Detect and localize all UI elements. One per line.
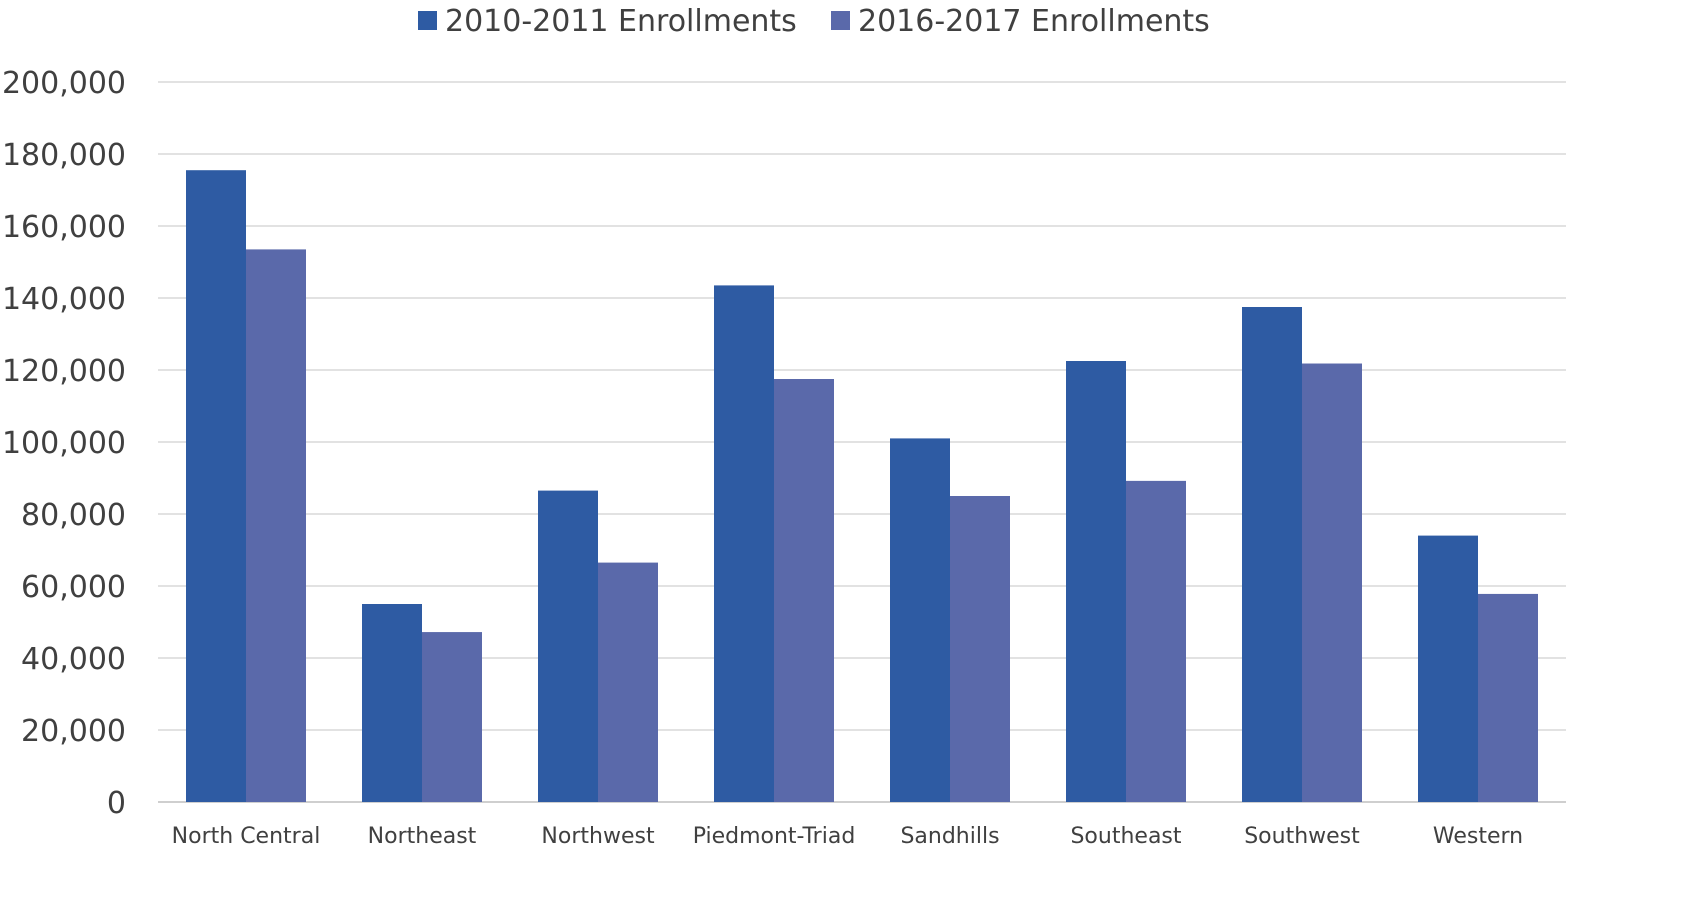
y-tick-label: 40,000 [21, 642, 126, 677]
y-tick-label: 200,000 [2, 66, 126, 101]
bar-southeast-series-1 [1066, 361, 1126, 802]
y-tick-label: 80,000 [21, 498, 126, 533]
x-tick-label: Southeast [1070, 824, 1181, 849]
y-axis-tick-labels: 0 20,000 40,000 60,000 80,000 100,000 120,000 1… [2, 66, 126, 821]
legend-swatch [418, 11, 437, 30]
bar-piedmont-triad-series-2 [774, 379, 834, 802]
y-tick-label: 60,000 [21, 570, 126, 605]
x-axis-tick-labels: North Central Northeast Northwest Piedmont-… [172, 824, 1523, 849]
x-tick-label: Sandhills [900, 824, 999, 849]
bar-southwest-series-1 [1242, 307, 1302, 802]
y-tick-label: 20,000 [21, 714, 126, 749]
y-tick-label: 140,000 [2, 282, 126, 317]
x-tick-label: Northeast [368, 824, 477, 849]
legend-label: 2016-2017 Enrollments [858, 4, 1210, 39]
x-tick-label: Northwest [541, 824, 655, 849]
x-tick-label: Southwest [1244, 824, 1360, 849]
y-tick-label: 100,000 [2, 426, 126, 461]
bar-northeast-series-1 [362, 604, 422, 802]
bar-sandhills-series-2 [950, 496, 1010, 802]
bar-north-central-series-1 [186, 170, 246, 802]
bar-sandhills-series-1 [890, 438, 950, 802]
bars [186, 170, 1538, 802]
bar-southwest-series-2 [1302, 363, 1362, 802]
legend-label: 2010-2011 Enrollments [445, 4, 797, 39]
bar-north-central-series-2 [246, 249, 306, 802]
y-tick-label: 160,000 [2, 210, 126, 245]
x-tick-label: Western [1433, 824, 1523, 849]
legend-swatch [831, 11, 850, 30]
y-tick-label: 120,000 [2, 354, 126, 389]
bar-northwest-series-1 [538, 490, 598, 802]
bar-northeast-series-2 [422, 632, 482, 802]
y-tick-label: 0 [107, 786, 126, 821]
x-tick-label: North Central [172, 824, 321, 849]
y-tick-label: 180,000 [2, 138, 126, 173]
bar-northwest-series-2 [598, 562, 658, 802]
bar-southeast-series-2 [1126, 480, 1186, 802]
x-tick-label: Piedmont-Triad [693, 824, 856, 849]
legend: 2010-2011 Enrollments 2016-2017 Enrollmen… [418, 4, 1210, 39]
bar-western-series-1 [1418, 535, 1478, 802]
bar-piedmont-triad-series-1 [714, 285, 774, 802]
bar-western-series-2 [1478, 593, 1538, 802]
